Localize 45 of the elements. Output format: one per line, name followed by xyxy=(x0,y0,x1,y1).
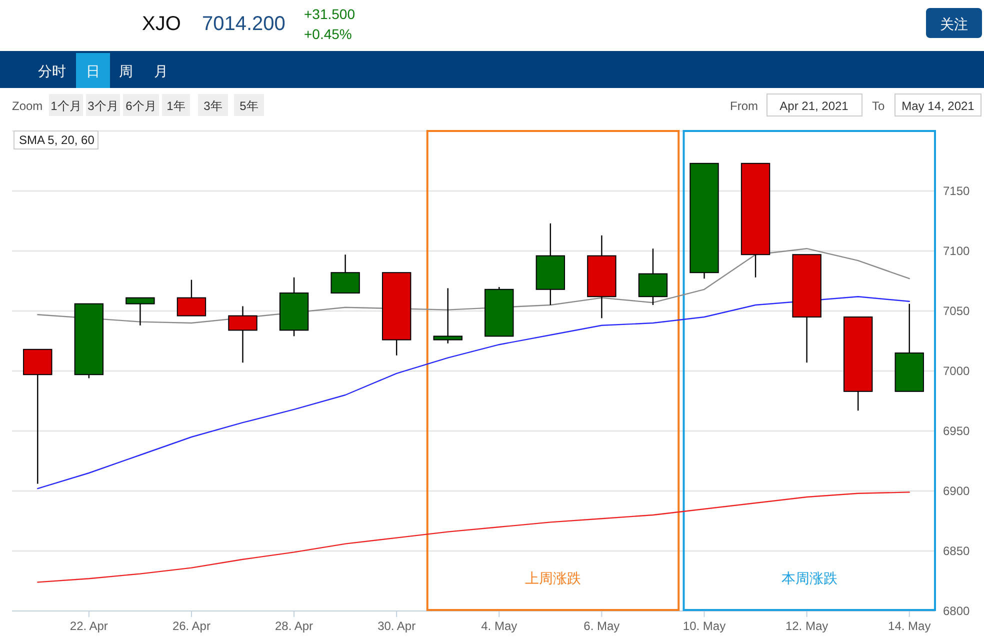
y-tick-label: 7100 xyxy=(943,244,970,258)
text: 5年 xyxy=(240,99,258,113)
text: 1个月 xyxy=(50,99,82,113)
annotation: 上周涨跌 xyxy=(524,570,581,586)
text: 关注 xyxy=(940,16,968,32)
text: 周 xyxy=(119,63,133,79)
candlestick xyxy=(433,288,462,344)
y-tick-label: 6800 xyxy=(943,604,970,618)
text: +31.500 xyxy=(304,6,356,22)
y-tick-label: 6850 xyxy=(943,544,970,558)
x-tick-label: 22. Apr xyxy=(70,619,108,633)
y-tick-label: 7050 xyxy=(943,304,970,318)
annotation: SMA 5, 20, 60 xyxy=(19,133,95,147)
y-tick-label: 6900 xyxy=(943,484,970,498)
outline-week: 本周涨跌 xyxy=(682,130,936,611)
text: 3年 xyxy=(204,99,222,113)
x-tick-label: 6. May xyxy=(584,619,620,633)
text: May 14, 2021 xyxy=(902,99,975,113)
text: From xyxy=(730,99,758,113)
line-series xyxy=(37,492,910,583)
text: 月 xyxy=(154,63,168,79)
x-tick-label: 12. May xyxy=(785,619,828,633)
text: 6个月 xyxy=(126,99,156,113)
y-tick-label: 7150 xyxy=(943,184,970,198)
annotation: 本周涨跌 xyxy=(781,570,838,586)
text: 3个月 xyxy=(88,99,118,113)
line-series xyxy=(37,296,910,490)
outline-week: 上周涨跌 xyxy=(426,130,680,611)
text: 分时 xyxy=(38,63,66,79)
text: 7014.200 xyxy=(202,13,286,35)
chart-title: XJO xyxy=(142,13,181,35)
text: To xyxy=(872,99,885,113)
x-tick-label: 30. Apr xyxy=(378,619,416,633)
text: +0.45% xyxy=(304,26,352,42)
x-tick-label: 4. May xyxy=(481,619,518,633)
x-tick-label: 14. May xyxy=(888,619,931,633)
text: 1年 xyxy=(166,99,186,113)
text: 日 xyxy=(86,63,100,79)
x-tick-label: 10. May xyxy=(682,619,726,633)
y-tick-label: 6950 xyxy=(943,424,970,438)
x-tick-label: 26. Apr xyxy=(172,619,210,633)
text: Zoom xyxy=(12,99,43,113)
text: Apr 21, 2021 xyxy=(780,99,849,113)
y-tick-label: 7000 xyxy=(943,364,970,378)
x-tick-label: 28. Apr xyxy=(275,619,314,633)
